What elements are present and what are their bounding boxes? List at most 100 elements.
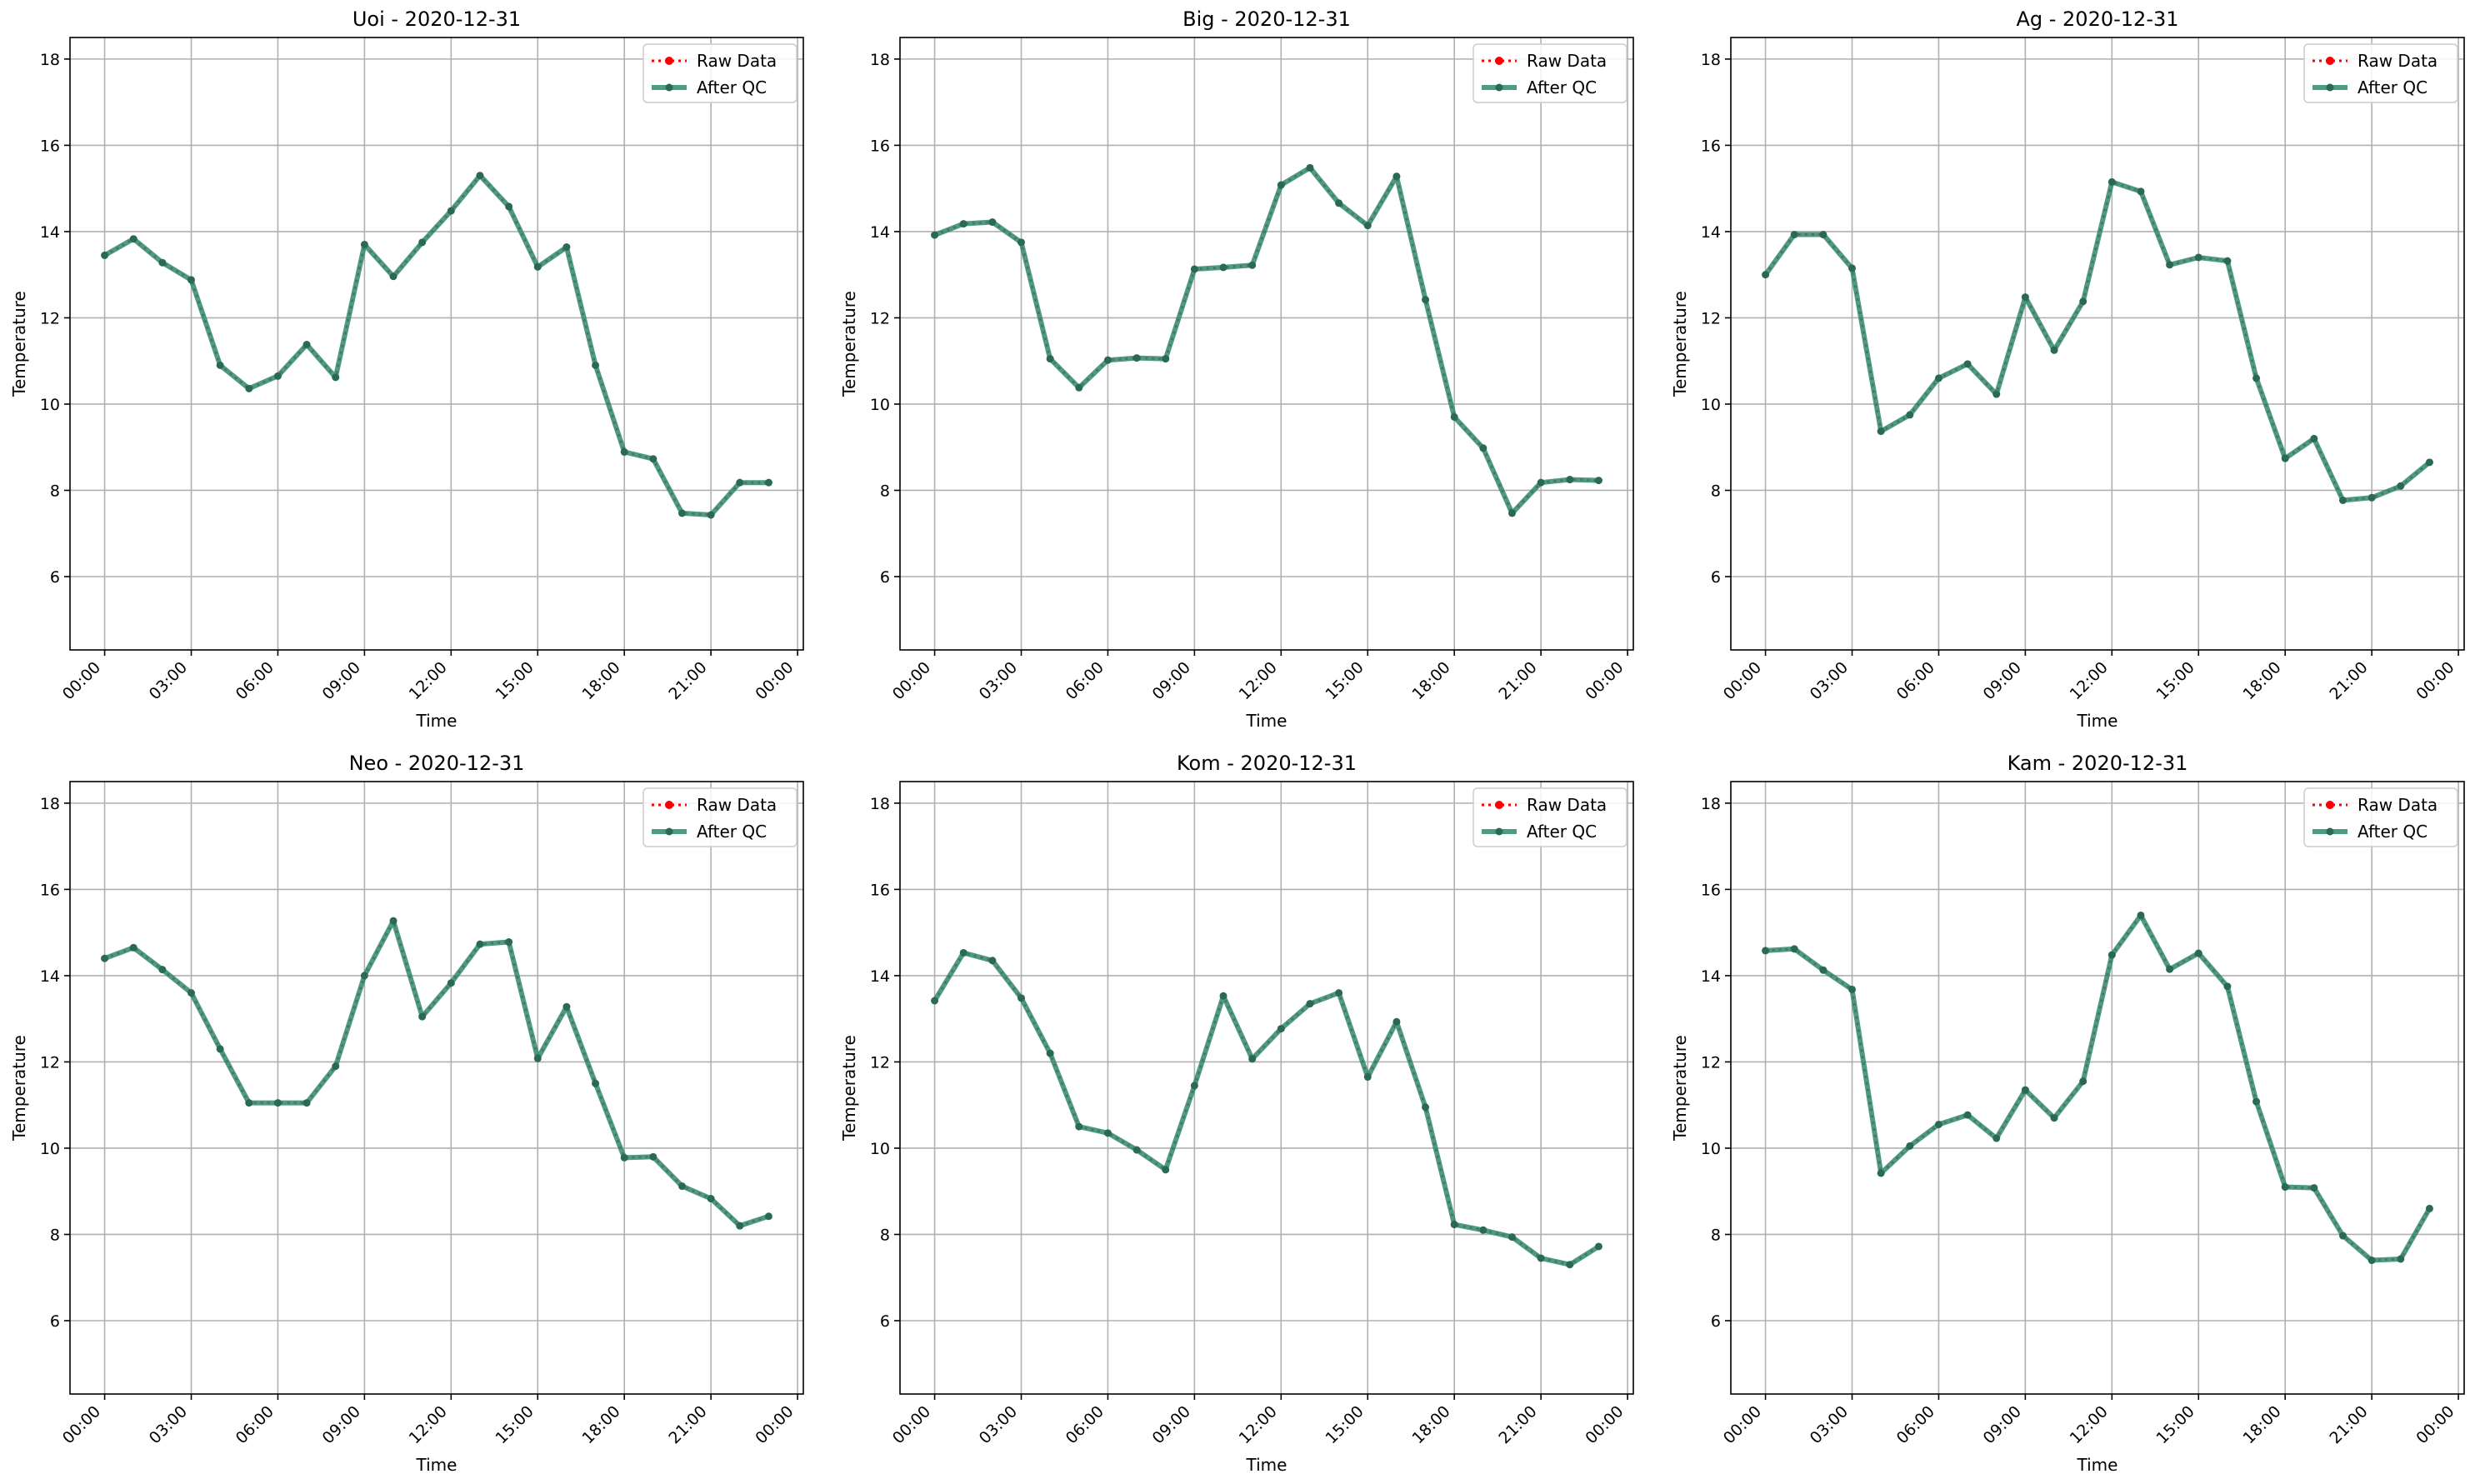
y-tick-label: 8 — [880, 1226, 890, 1244]
x-tick-label: 21:00 — [665, 1402, 710, 1447]
legend-label: After QC — [1527, 77, 1597, 97]
data-point-qc — [1566, 476, 1574, 484]
data-point-qc — [2021, 293, 2029, 302]
x-tick-label: 12:00 — [406, 658, 451, 703]
chart-panel: Uoi - 2020-12-31 6 8 10 12 14 16 18 00:00 03:00 06… — [9, 7, 804, 731]
data-point-qc — [188, 989, 196, 997]
data-point-qc — [2223, 257, 2232, 265]
legend: Raw Data After QC — [1472, 43, 1628, 103]
x-tick-label: 09:00 — [1980, 658, 2025, 703]
y-tick-label: 10 — [870, 396, 890, 414]
data-point-qc — [2137, 187, 2145, 196]
data-point-qc — [2194, 949, 2202, 957]
x-tick-label: 00:00 — [59, 658, 104, 703]
x-tick-label: 00:00 — [59, 1402, 104, 1447]
y-tick-label: 18 — [870, 795, 890, 813]
data-point-qc — [1046, 355, 1054, 363]
legend-marker-raw — [2326, 801, 2334, 809]
y-tick-label: 6 — [1711, 1312, 1721, 1331]
chart-title: Kom - 2020-12-31 — [1177, 752, 1357, 775]
data-point-qc — [505, 938, 513, 947]
data-point-qc — [1479, 1226, 1488, 1234]
legend: Raw Data After QC — [642, 787, 798, 847]
y-tick-label: 6 — [880, 568, 890, 587]
data-point-qc — [1075, 1122, 1083, 1131]
data-point-qc — [389, 917, 398, 925]
legend: Raw Data After QC — [642, 43, 798, 103]
y-tick-label: 10 — [1701, 396, 1721, 414]
x-tick-label: 06:00 — [232, 1402, 278, 1447]
data-point-qc — [1277, 1025, 1285, 1033]
y-tick-label: 6 — [1711, 568, 1721, 587]
data-point-qc — [1450, 412, 1458, 421]
x-tick-label: 21:00 — [1495, 658, 1540, 703]
data-point-qc — [1075, 383, 1083, 392]
x-tick-label: 18:00 — [2239, 658, 2284, 703]
data-point-qc — [1537, 1254, 1545, 1262]
data-point-qc — [389, 272, 398, 281]
data-point-qc — [1335, 989, 1343, 997]
y-tick-label: 18 — [1701, 51, 1721, 69]
data-point-qc — [447, 207, 455, 215]
data-point-qc — [158, 258, 167, 267]
y-axis-label: Temperature — [9, 1035, 29, 1142]
data-point-qc — [1963, 1111, 1972, 1119]
legend-label: Raw Data — [2358, 795, 2438, 815]
y-tick-label: 18 — [40, 795, 60, 813]
x-tick-label: 12:00 — [2067, 658, 2112, 703]
data-point-qc — [1963, 360, 1972, 368]
x-tick-label: 18:00 — [578, 658, 623, 703]
x-tick-label: 09:00 — [319, 658, 364, 703]
data-point-qc — [158, 966, 167, 974]
data-point-qc — [273, 1099, 282, 1107]
x-tick-label: 00:00 — [752, 1402, 797, 1447]
axes-frame — [899, 37, 1634, 651]
legend-marker-raw — [1495, 801, 1503, 809]
y-tick-label: 16 — [870, 881, 890, 899]
x-tick-label: 09:00 — [1980, 1402, 2025, 1447]
data-point-qc — [1992, 390, 2001, 398]
x-tick-label: 03:00 — [146, 1402, 191, 1447]
data-point-qc — [273, 372, 282, 380]
x-tick-label: 21:00 — [2326, 658, 2371, 703]
legend-label: After QC — [697, 822, 767, 842]
y-tick-label: 10 — [1701, 1140, 1721, 1158]
legend-label: After QC — [697, 77, 767, 97]
y-tick-label: 14 — [1701, 967, 1721, 986]
legend-marker-raw — [665, 57, 673, 65]
y-tick-label: 12 — [870, 1053, 890, 1072]
y-axis-label: Temperature — [9, 291, 29, 397]
data-point-qc — [1790, 231, 1798, 239]
data-point-qc — [620, 447, 628, 456]
data-point-qc — [1992, 1134, 2001, 1142]
data-point-qc — [2397, 1255, 2405, 1263]
y-tick-label: 14 — [40, 967, 60, 986]
x-tick-label: 15:00 — [492, 658, 538, 703]
y-tick-label: 14 — [870, 967, 890, 986]
chart-panel: Ag - 2020-12-31 6 8 10 12 14 16 18 00:00 03:00 06:… — [1670, 7, 2465, 731]
data-point-qc — [562, 1002, 571, 1011]
x-tick-label: 03:00 — [976, 1402, 1021, 1447]
x-tick-label: 03:00 — [146, 658, 191, 703]
series-line-raw — [104, 917, 769, 1227]
legend-marker-qc — [2326, 83, 2334, 92]
data-point-qc — [1306, 163, 1314, 172]
data-point-qc — [1934, 1120, 1942, 1128]
chart-title: Kam - 2020-12-31 — [2008, 752, 2188, 775]
data-point-qc — [2368, 1257, 2376, 1265]
data-point-qc — [1790, 945, 1798, 953]
data-point-qc — [1508, 509, 1516, 517]
data-point-qc — [476, 172, 484, 180]
x-tick-label: 00:00 — [2412, 658, 2458, 703]
y-axis-label: Temperature — [839, 291, 859, 397]
legend: Raw Data After QC — [2303, 787, 2458, 847]
data-point-qc — [1848, 985, 1857, 993]
chart-panel: Neo - 2020-12-31 6 8 10 12 14 16 18 00:00 03:00 06… — [9, 752, 804, 1475]
data-point-qc — [1103, 1129, 1112, 1137]
data-point-qc — [1819, 966, 1828, 974]
data-point-qc — [505, 202, 513, 211]
data-point-qc — [931, 997, 939, 1005]
data-point-qc — [1762, 947, 1770, 955]
data-point-qc — [1162, 355, 1170, 363]
